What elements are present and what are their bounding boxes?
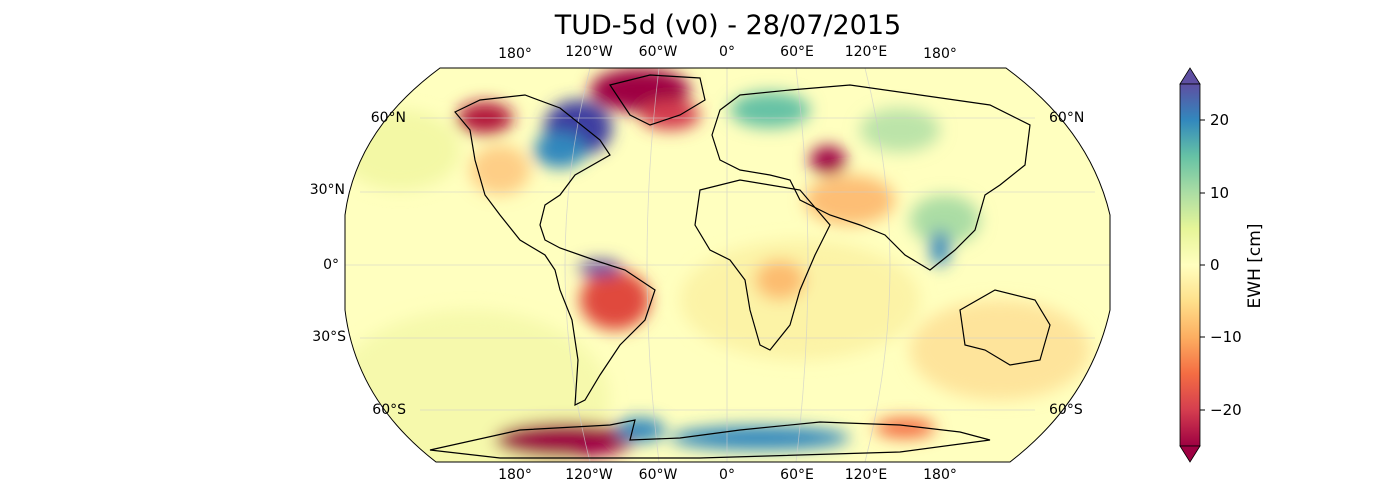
lon-label-top: 120°E — [844, 44, 888, 60]
colorbar-tick: −20 — [1210, 401, 1242, 419]
field-layer — [345, 68, 1110, 462]
colorbar — [1179, 67, 1205, 463]
lon-label-bottom: 180° — [498, 467, 532, 483]
colorbar-label: EWH [cm] — [1245, 223, 1265, 309]
colorbar-tick: 10 — [1210, 184, 1230, 202]
lat-label-left: 60°S — [372, 402, 406, 418]
lat-label-right: 60°N — [1049, 110, 1085, 126]
lon-label-top: 60°E — [780, 44, 814, 60]
colorbar-tick: −10 — [1210, 328, 1242, 346]
lat-label-left: 30°N — [309, 182, 345, 198]
lon-label-bottom: 180° — [923, 467, 957, 483]
anomaly-blobs — [345, 68, 1090, 462]
lon-label-top: 180° — [498, 46, 532, 62]
lat-label-right: 60°S — [1049, 402, 1083, 418]
plot-title: TUD-5d (v0) - 28/07/2015 — [554, 10, 902, 41]
colorbar-tick: 0 — [1210, 256, 1220, 274]
lat-label-left: 30°S — [312, 329, 346, 345]
lon-label-bottom: 0° — [719, 467, 735, 483]
lon-label-top: 120°W — [565, 44, 613, 60]
lon-label-bottom: 120°W — [565, 467, 613, 483]
colorbar-tick: 20 — [1210, 111, 1230, 129]
lat-label-left: 0° — [323, 257, 339, 273]
globe-outline — [344, 67, 1111, 463]
lon-label-bottom: 60°W — [638, 467, 678, 483]
graticule — [345, 68, 1110, 462]
lon-label-top: 180° — [923, 46, 957, 62]
coastlines — [429, 74, 1051, 459]
lat-label-left: 60°N — [370, 110, 406, 126]
lon-label-bottom: 120°E — [844, 467, 888, 483]
lon-label-bottom: 60°E — [780, 467, 814, 483]
lon-label-top: 0° — [719, 44, 735, 60]
lon-label-top: 60°W — [638, 44, 678, 60]
